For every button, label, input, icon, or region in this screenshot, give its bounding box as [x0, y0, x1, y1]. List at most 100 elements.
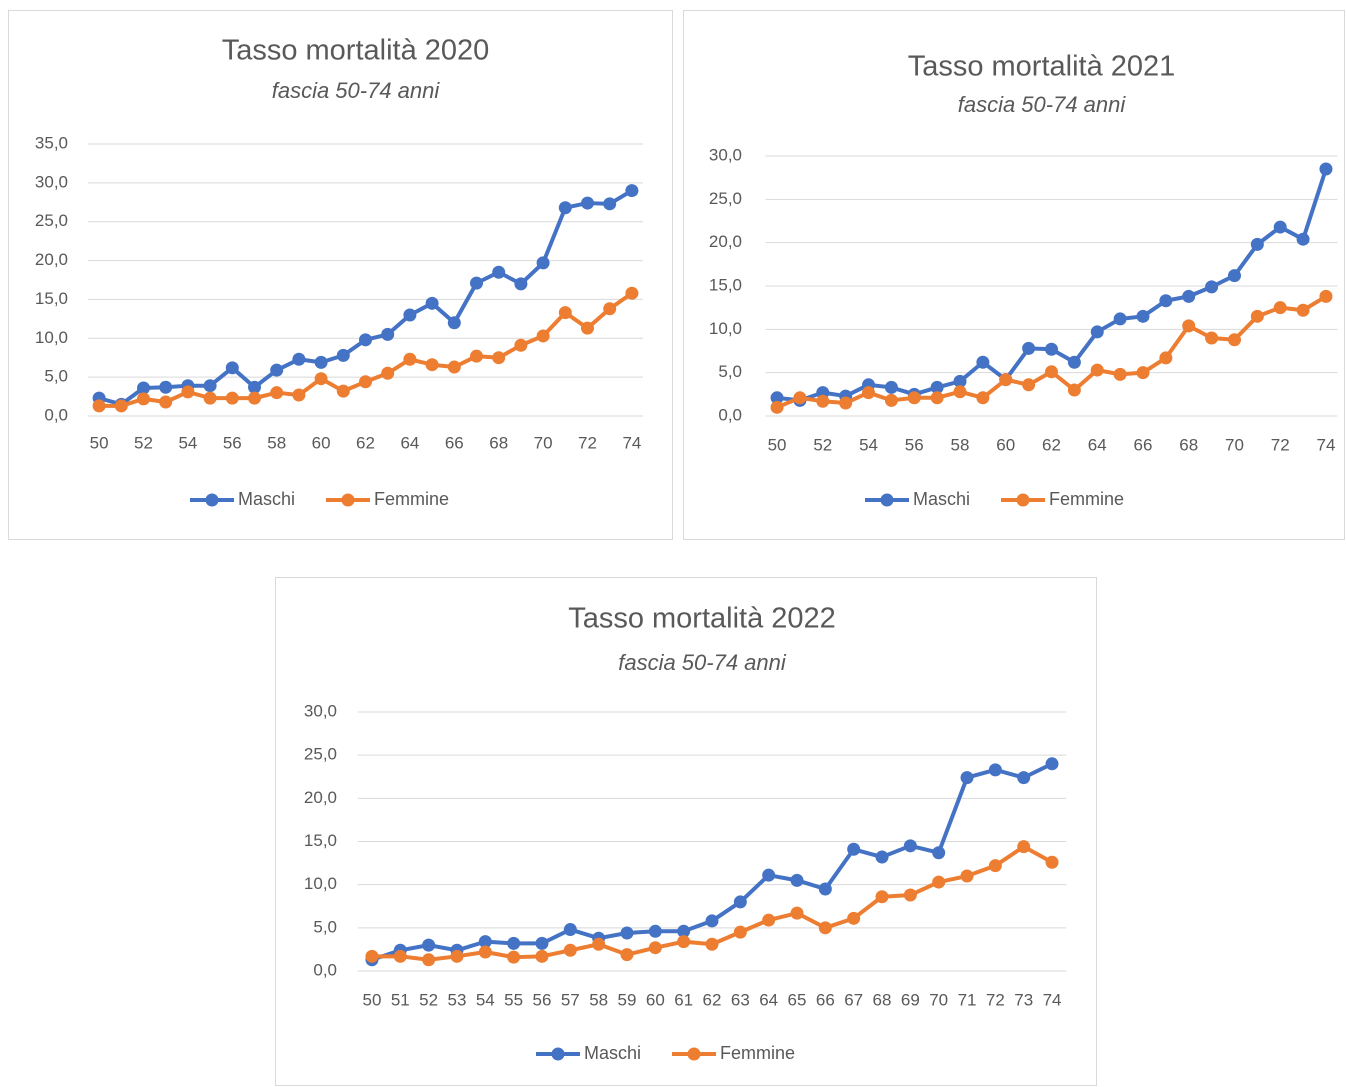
- y-tick-label: 10,0: [35, 328, 68, 347]
- legend-label: Maschi: [913, 489, 970, 509]
- data-point: [514, 338, 528, 352]
- data-point: [159, 380, 173, 394]
- x-tick-label: 58: [951, 435, 970, 454]
- y-tick-label: 30,0: [35, 172, 68, 191]
- data-point: [1045, 757, 1059, 771]
- data-point: [314, 355, 328, 369]
- data-point: [1250, 237, 1264, 251]
- data-point: [581, 196, 594, 210]
- data-point: [270, 363, 284, 377]
- data-point: [248, 391, 261, 405]
- chart-frame: [8, 10, 673, 540]
- data-point: [1022, 378, 1036, 392]
- data-point: [478, 945, 492, 959]
- x-tick-label: 74: [1317, 435, 1336, 454]
- data-point: [677, 935, 691, 949]
- x-tick-label: 74: [622, 433, 641, 452]
- data-point: [536, 256, 550, 270]
- data-point: [507, 950, 521, 964]
- data-point: [450, 949, 464, 963]
- data-point: [1067, 355, 1081, 369]
- x-tick-label: 63: [731, 990, 750, 1009]
- data-point: [932, 875, 946, 889]
- data-point: [563, 943, 577, 957]
- data-point: [1045, 342, 1058, 356]
- data-point: [793, 391, 807, 405]
- x-tick-label: 52: [134, 433, 153, 452]
- data-point: [292, 352, 306, 366]
- data-point: [535, 936, 549, 950]
- data-point: [862, 386, 876, 400]
- data-point: [365, 949, 379, 963]
- data-point: [1205, 280, 1219, 294]
- data-point: [884, 380, 898, 394]
- x-tick-label: 60: [646, 990, 665, 1009]
- data-point: [1017, 771, 1031, 785]
- data-point: [930, 380, 944, 394]
- x-tick-label: 59: [618, 990, 637, 1009]
- data-point: [558, 306, 572, 320]
- data-point: [884, 393, 898, 407]
- data-point: [1136, 309, 1150, 323]
- data-point: [953, 385, 967, 399]
- x-tick-label: 54: [178, 433, 197, 452]
- data-point: [988, 763, 1002, 777]
- data-point: [393, 949, 407, 963]
- data-point: [603, 302, 617, 316]
- x-tick-label: 72: [578, 433, 597, 452]
- legend-marker: [880, 493, 894, 507]
- data-point: [425, 296, 439, 310]
- x-tick-label: 70: [1225, 435, 1244, 454]
- data-point: [478, 935, 492, 949]
- data-point: [790, 906, 804, 920]
- data-point: [847, 842, 861, 856]
- data-point: [818, 882, 832, 896]
- x-tick-label: 69: [901, 990, 920, 1009]
- x-tick-label: 72: [986, 990, 1005, 1009]
- y-tick-label: 15,0: [35, 289, 68, 308]
- x-tick-label: 51: [391, 990, 410, 1009]
- legend-label: Maschi: [238, 489, 295, 509]
- data-point: [137, 381, 150, 395]
- data-point: [181, 385, 195, 399]
- y-tick-label: 15,0: [709, 275, 742, 294]
- chart-subtitle: fascia 50-74 anni: [618, 650, 787, 675]
- data-point: [762, 868, 776, 882]
- data-point: [847, 911, 861, 925]
- legend-marker: [205, 493, 219, 507]
- chart-title: Tasso mortalità 2020: [222, 35, 490, 67]
- data-point: [447, 316, 461, 330]
- x-tick-label: 50: [90, 433, 109, 452]
- data-point: [422, 938, 436, 952]
- data-point: [770, 391, 784, 405]
- data-point: [790, 873, 804, 887]
- data-point: [1136, 366, 1150, 380]
- data-point: [1045, 855, 1059, 869]
- x-tick-label: 55: [504, 990, 523, 1009]
- data-point: [225, 391, 239, 405]
- chart-frame: [683, 10, 1345, 540]
- x-tick-label: 64: [400, 433, 419, 452]
- data-point: [507, 936, 521, 950]
- y-tick-label: 25,0: [304, 745, 337, 764]
- data-point: [1159, 351, 1173, 365]
- y-tick-label: 20,0: [304, 788, 337, 807]
- y-tick-label: 5,0: [313, 917, 337, 936]
- legend-marker: [687, 1047, 701, 1061]
- data-point: [292, 388, 306, 402]
- y-tick-label: 0,0: [44, 405, 68, 424]
- data-point: [960, 869, 974, 883]
- y-tick-label: 5,0: [44, 367, 68, 386]
- data-point: [1022, 341, 1036, 355]
- data-point: [203, 379, 217, 393]
- data-point: [620, 926, 634, 940]
- x-tick-label: 67: [844, 990, 863, 1009]
- data-point: [336, 348, 350, 362]
- data-point: [677, 924, 691, 938]
- x-tick-label: 72: [1271, 435, 1290, 454]
- data-point: [875, 890, 889, 904]
- data-point: [535, 949, 549, 963]
- x-tick-label: 52: [419, 990, 438, 1009]
- data-point: [1250, 309, 1264, 323]
